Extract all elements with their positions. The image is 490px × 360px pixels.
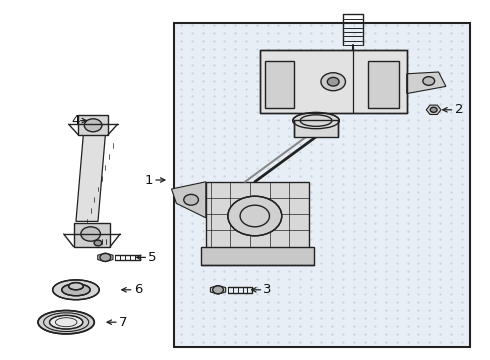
Circle shape [81,227,100,241]
Bar [265,61,294,108]
Text: 3: 3 [264,283,272,296]
Bar [368,61,399,108]
Circle shape [184,194,198,205]
Text: 1: 1 [145,174,153,186]
Polygon shape [76,135,105,221]
Bar [294,120,338,137]
Polygon shape [426,105,441,114]
Circle shape [84,119,102,132]
Text: 6: 6 [134,283,142,296]
Bar [206,182,309,250]
Bar [174,23,470,347]
Bar [201,247,314,265]
Ellipse shape [49,315,83,329]
Polygon shape [407,72,446,94]
Bar [78,115,108,135]
Ellipse shape [293,112,339,129]
Text: 2: 2 [455,103,463,116]
Circle shape [213,286,223,294]
Polygon shape [210,285,226,294]
Polygon shape [172,182,206,218]
Ellipse shape [52,280,99,300]
Circle shape [430,107,437,112]
Circle shape [100,253,111,261]
Text: 7: 7 [119,316,127,329]
Polygon shape [98,253,113,262]
Circle shape [94,240,102,246]
Bar [260,50,407,113]
Circle shape [228,196,282,236]
Bar [74,223,110,247]
Circle shape [423,77,435,85]
Ellipse shape [38,310,95,334]
Text: 4: 4 [71,114,79,127]
Circle shape [321,73,345,91]
Circle shape [327,77,339,86]
Ellipse shape [69,283,83,290]
Ellipse shape [62,284,90,296]
Text: 5: 5 [148,251,157,264]
